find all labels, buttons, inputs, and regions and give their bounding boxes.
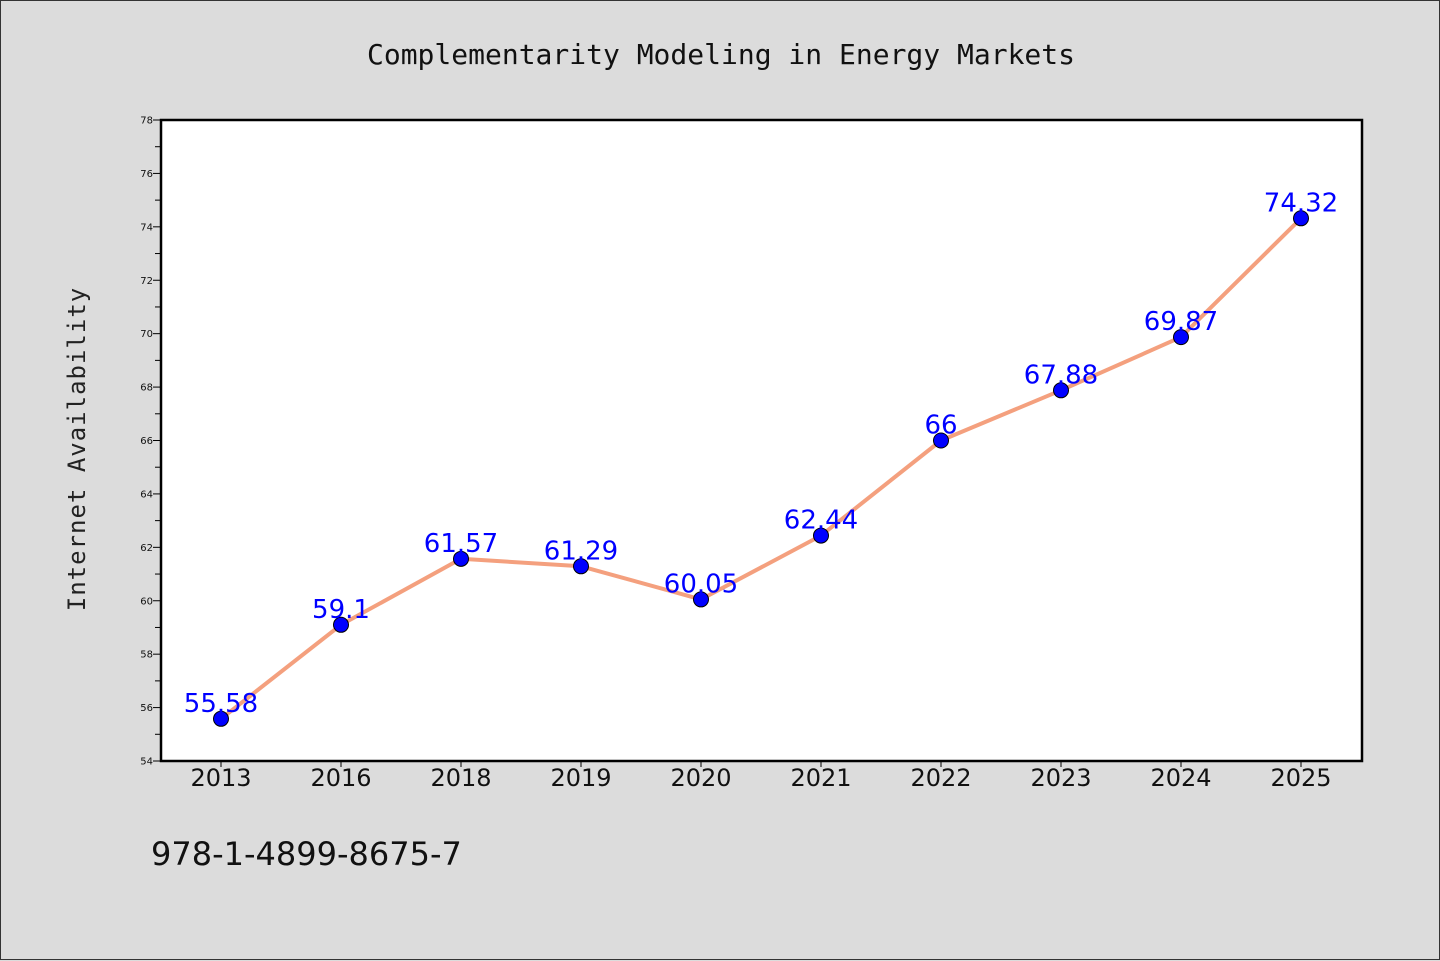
data-label: 60.05: [664, 569, 738, 599]
data-label: 61.57: [424, 529, 498, 559]
plot-area: [161, 120, 1362, 761]
y-tick-label: 64: [140, 489, 153, 500]
data-point: [1173, 329, 1189, 346]
x-tick-label: 2016: [310, 764, 371, 792]
y-tick-label: 74: [140, 222, 153, 233]
data-label: 69.87: [1144, 307, 1218, 337]
x-tick-label: 2019: [550, 764, 611, 792]
x-tick-label: 2025: [1270, 764, 1331, 792]
data-point: [333, 616, 349, 633]
data-point: [1293, 210, 1309, 227]
x-tick-label: 2020: [670, 764, 731, 792]
data-point: [813, 527, 829, 544]
data-point: [1053, 382, 1069, 399]
plot-frame: [159, 118, 1364, 763]
x-tick-label: 2024: [1150, 764, 1211, 792]
y-tick-label: 60: [140, 596, 153, 607]
x-tick-label: 2018: [430, 764, 491, 792]
x-tick-label: 2023: [1030, 764, 1091, 792]
data-label: 67.88: [1024, 360, 1098, 390]
y-tick-label: 78: [140, 116, 153, 127]
data-label: 61.29: [544, 536, 618, 566]
y-tick-label: 56: [140, 703, 153, 714]
y-tick-label: 58: [140, 650, 153, 661]
y-axis: 54 56 58 60 62 64 66 68 70 72 74 76 78: [140, 116, 161, 768]
series-line: [219, 216, 1303, 721]
x-tick-label: 2022: [910, 764, 971, 792]
y-tick-label: 70: [140, 329, 153, 340]
series-markers: [213, 210, 1309, 727]
data-label: 55.58: [184, 689, 258, 719]
x-tick-label: 2013: [190, 764, 251, 792]
y-tick-label: 72: [140, 276, 153, 287]
x-axis: 2013 2016 2018 2019 2020 2021 2022 2023 2024 2025: [190, 761, 1332, 792]
chart-title: Complementarity Modeling in Energy Marke…: [367, 38, 1075, 71]
y-tick-label: 68: [140, 383, 153, 394]
y-axis-label: Internet Availability: [63, 287, 91, 611]
y-tick-label: 54: [140, 757, 153, 768]
data-point: [693, 591, 709, 608]
y-tick-label: 66: [140, 436, 153, 447]
data-label: 66: [924, 411, 957, 441]
data-point: [213, 710, 229, 727]
data-point: [933, 432, 949, 449]
data-label: 62.44: [784, 506, 858, 536]
isbn-text: 978-1-4899-8675-7: [151, 835, 462, 873]
y-tick-label: 76: [140, 169, 153, 180]
data-labels: 55.58 59.1 61.57 61.29 60.05 62.44 66 67.88 69.8…: [184, 188, 1338, 719]
data-point: [573, 558, 589, 575]
data-label: 59.1: [312, 595, 370, 625]
data-label: 74.32: [1264, 188, 1338, 218]
y-tick-label: 62: [140, 543, 153, 554]
x-tick-label: 2021: [790, 764, 851, 792]
data-point: [453, 550, 469, 567]
